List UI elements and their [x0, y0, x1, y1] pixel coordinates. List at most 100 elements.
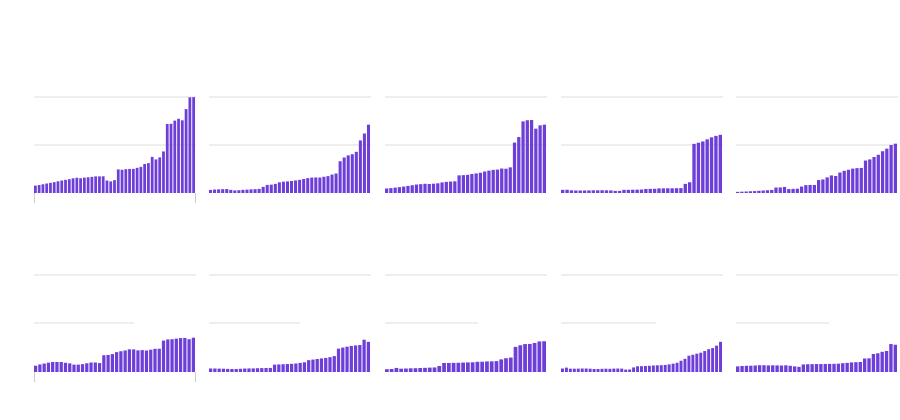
bar [102, 355, 106, 372]
bar [423, 183, 427, 193]
bar [404, 368, 408, 372]
bar [582, 190, 587, 193]
bar [508, 167, 512, 193]
bar [718, 134, 722, 193]
bar [842, 170, 846, 193]
bar [858, 362, 862, 372]
bar [334, 173, 338, 193]
bar [285, 364, 289, 372]
bar [736, 191, 740, 193]
bar [213, 189, 217, 193]
bar [854, 362, 858, 372]
bar [238, 368, 243, 372]
bar [648, 188, 652, 193]
bar [410, 185, 414, 193]
bar [247, 368, 251, 372]
bar [75, 177, 79, 193]
bar [173, 120, 177, 193]
bar [631, 189, 635, 193]
bar [166, 339, 170, 372]
bar [701, 141, 705, 193]
bar [880, 151, 885, 193]
bar [158, 157, 162, 193]
bar [788, 365, 792, 372]
bar [63, 362, 68, 372]
bar [135, 167, 139, 193]
bar [667, 364, 671, 372]
bar [277, 364, 281, 372]
bar [647, 365, 651, 372]
bar [110, 354, 114, 373]
bar [774, 187, 778, 193]
bar [249, 189, 253, 193]
bar [341, 347, 345, 372]
bar [225, 189, 229, 193]
bar [298, 362, 302, 372]
bar [165, 123, 169, 193]
bar [592, 368, 596, 372]
bar [294, 363, 298, 372]
bar [221, 189, 225, 193]
bar [753, 191, 757, 193]
bar [564, 367, 568, 372]
bar [457, 175, 461, 193]
bar [446, 362, 451, 372]
bar [588, 368, 592, 372]
bar [157, 348, 161, 372]
bar [362, 339, 366, 372]
bar-chart-panel-5 [736, 96, 898, 193]
bar [68, 363, 72, 372]
bar [59, 362, 63, 372]
bar [478, 172, 483, 193]
bar [714, 135, 718, 193]
bar [639, 189, 644, 193]
bar [659, 365, 663, 372]
bar [604, 190, 609, 193]
bar [217, 189, 221, 193]
bar [354, 151, 358, 193]
bar [419, 184, 423, 193]
bar [326, 176, 330, 193]
bar-chart-panel-7 [209, 274, 371, 373]
bar [483, 171, 487, 193]
bar [226, 368, 230, 372]
bar [466, 362, 470, 372]
bar [132, 349, 136, 372]
bar [893, 344, 897, 372]
bar [523, 344, 527, 372]
bar [136, 350, 140, 372]
bar [241, 189, 245, 193]
bar [795, 188, 799, 193]
bar [845, 362, 849, 372]
bar [229, 189, 233, 193]
bar [753, 365, 757, 372]
bar [801, 364, 806, 372]
bar [846, 169, 851, 193]
bar [542, 124, 546, 193]
bar [131, 168, 135, 193]
bar [778, 187, 782, 193]
bar [213, 368, 217, 372]
bar [187, 339, 191, 372]
bar [427, 367, 432, 372]
bar [748, 191, 753, 193]
bar [389, 368, 394, 372]
bar [806, 364, 810, 372]
bar-chart-panel-9 [561, 274, 723, 373]
bar [366, 341, 370, 372]
bar [584, 368, 588, 372]
bar [561, 368, 564, 372]
bar-chart-panel-8 [385, 274, 547, 372]
bar [766, 365, 771, 372]
bar [277, 182, 281, 193]
bar [683, 183, 687, 193]
bar [561, 189, 565, 193]
bar [209, 189, 213, 193]
bar [670, 188, 674, 193]
bar [82, 177, 86, 193]
bar [264, 368, 268, 372]
bar [675, 362, 679, 372]
bar [657, 188, 661, 193]
bar [512, 142, 517, 193]
bar [537, 341, 542, 372]
